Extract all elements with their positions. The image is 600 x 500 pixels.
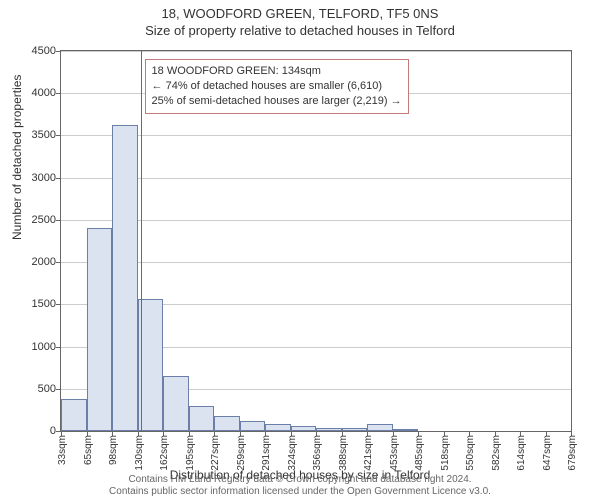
x-tick-label: 227sqm: [210, 435, 221, 471]
y-tick-mark: [56, 178, 61, 179]
chart-container: 18, WOODFORD GREEN, TELFORD, TF5 0NS Siz…: [0, 0, 600, 500]
footer-line-2: Contains public sector information licen…: [0, 486, 600, 498]
x-tick-label: 130sqm: [134, 435, 145, 471]
histogram-bar: [291, 426, 317, 431]
x-tick-label: 518sqm: [440, 435, 451, 471]
x-tick-label: 98sqm: [108, 435, 119, 465]
info-box: 18 WOODFORD GREEN: 134sqm← 74% of detach…: [145, 59, 409, 114]
plot-area: 05001000150020002500300035004000450033sq…: [60, 50, 572, 432]
x-tick-label: 485sqm: [414, 435, 425, 471]
grid-line: [61, 51, 571, 52]
histogram-bar: [112, 125, 138, 431]
histogram-bar: [393, 429, 419, 431]
histogram-bar: [367, 424, 393, 431]
marker-line: [141, 51, 142, 431]
y-tick-label: 3500: [32, 129, 56, 141]
x-tick-label: 453sqm: [389, 435, 400, 471]
x-tick-label: 195sqm: [185, 435, 196, 471]
footer-line-1: Contains HM Land Registry data © Crown c…: [0, 474, 600, 486]
y-tick-mark: [56, 347, 61, 348]
y-tick-label: 2500: [32, 214, 56, 226]
y-tick-mark: [56, 304, 61, 305]
footer-attribution: Contains HM Land Registry data © Crown c…: [0, 474, 600, 498]
histogram-bar: [61, 399, 87, 431]
x-tick-label: 259sqm: [236, 435, 247, 471]
y-tick-mark: [56, 93, 61, 94]
y-tick-mark: [56, 51, 61, 52]
y-tick-mark: [56, 135, 61, 136]
histogram-bar: [316, 428, 342, 431]
grid-line: [61, 262, 571, 263]
x-tick-label: 324sqm: [287, 435, 298, 471]
x-tick-label: 356sqm: [312, 435, 323, 471]
x-tick-label: 388sqm: [338, 435, 349, 471]
info-box-line: 25% of semi-detached houses are larger (…: [152, 94, 402, 109]
chart-title: 18, WOODFORD GREEN, TELFORD, TF5 0NS: [0, 0, 600, 21]
y-tick-label: 1500: [32, 298, 56, 310]
x-tick-label: 65sqm: [83, 435, 94, 465]
y-tick-mark: [56, 389, 61, 390]
x-tick-label: 582sqm: [491, 435, 502, 471]
histogram-bar: [240, 421, 266, 431]
y-tick-label: 4500: [32, 45, 56, 57]
grid-line: [61, 220, 571, 221]
x-tick-label: 679sqm: [567, 435, 578, 471]
histogram-bar: [189, 406, 215, 431]
y-axis-label: Number of detached properties: [10, 75, 24, 240]
x-tick-label: 421sqm: [363, 435, 374, 471]
histogram-bar: [342, 428, 368, 431]
y-tick-label: 1000: [32, 341, 56, 353]
x-tick-label: 614sqm: [516, 435, 527, 471]
histogram-bar: [265, 424, 291, 431]
chart-subtitle: Size of property relative to detached ho…: [0, 21, 600, 38]
y-tick-mark: [56, 262, 61, 263]
histogram-bar: [214, 416, 240, 431]
info-box-line: ← 74% of detached houses are smaller (6,…: [152, 79, 402, 94]
y-tick-label: 4000: [32, 87, 56, 99]
x-tick-label: 550sqm: [465, 435, 476, 471]
y-tick-label: 0: [50, 425, 56, 437]
x-tick-label: 33sqm: [57, 435, 68, 465]
x-tick-label: 291sqm: [261, 435, 272, 471]
info-box-line: 18 WOODFORD GREEN: 134sqm: [152, 64, 402, 79]
x-tick-label: 162sqm: [159, 435, 170, 471]
histogram-bar: [87, 228, 113, 431]
y-tick-mark: [56, 220, 61, 221]
y-tick-label: 3000: [32, 172, 56, 184]
grid-line: [61, 135, 571, 136]
y-tick-label: 2000: [32, 256, 56, 268]
y-tick-label: 500: [38, 383, 56, 395]
x-tick-label: 647sqm: [542, 435, 553, 471]
grid-line: [61, 178, 571, 179]
histogram-bar: [163, 376, 189, 431]
